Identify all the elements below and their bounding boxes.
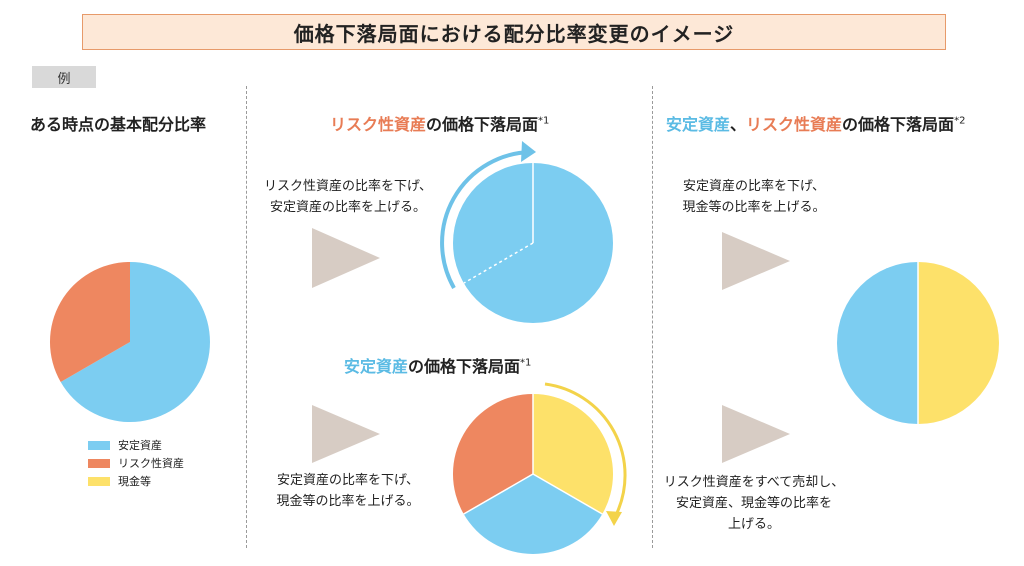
pie-slice-cash (918, 262, 999, 424)
desc-line: 上げる。 (727, 517, 780, 532)
heading-highlight: 安定資産 (344, 357, 409, 376)
desc-line: 安定資産、現金等の比率を (675, 496, 832, 511)
description-both-bottom: リスク性資産をすべて売却し、 安定資産、現金等の比率を 上げる。 (656, 472, 852, 535)
legend-label: 現金等 (118, 475, 151, 488)
column-divider-left (246, 86, 247, 548)
desc-line: 安定資産の比率を下げ、 (276, 473, 420, 488)
section-heading-both-decline: 安定資産、リスク性資産の価格下落局面*2 (666, 111, 965, 135)
legend-swatch (88, 440, 110, 450)
legend: 安定資産 リスク性資産 現金等 (88, 436, 184, 490)
footnote-mark: *2 (954, 115, 966, 127)
heading-separator: 、 (730, 115, 747, 134)
example-tag: 例 (32, 66, 96, 88)
desc-line: 現金等の比率を上げる。 (276, 494, 420, 509)
pie-slice-stable (837, 262, 918, 424)
heading-rest: の価格下落局面 (408, 357, 521, 376)
triangle-arrow-4 (722, 405, 790, 463)
footnote-mark: *1 (520, 357, 532, 369)
heading-highlight: リスク性資産 (746, 115, 843, 134)
legend-swatch (88, 476, 110, 486)
pie-boundary-line (463, 473, 534, 515)
triangle-arrow-1 (312, 228, 380, 288)
legend-swatch (88, 458, 110, 468)
desc-line: リスク性資産をすべて売却し、 (663, 475, 845, 490)
rotation-arrow-blue (440, 150, 531, 289)
section-heading-risk-decline: リスク性資産の価格下落局面*1 (330, 111, 549, 135)
heading-highlight: 安定資産 (666, 115, 731, 134)
heading-highlight: リスク性資産 (330, 115, 427, 134)
legend-item-risk: リスク性資産 (88, 454, 184, 472)
pie-slice-risk (452, 394, 533, 514)
desc-line: リスク性資産の比率を下げ、 (263, 179, 433, 194)
heading-rest: の価格下落局面 (842, 115, 955, 134)
desc-line: 安定資産の比率を下げ、 (682, 179, 826, 194)
page-title: 価格下落局面における配分比率変更のイメージ (293, 21, 735, 46)
description-both-top: 安定資産の比率を下げ、 現金等の比率を上げる。 (666, 176, 842, 218)
pie-dashed-boundary (463, 242, 534, 284)
column-divider-right (652, 86, 653, 548)
title-banner: 価格下落局面における配分比率変更のイメージ (82, 14, 946, 50)
triangle-arrow-2 (312, 405, 380, 463)
desc-line: 安定資産の比率を上げる。 (269, 200, 426, 215)
legend-item-cash: 現金等 (88, 472, 184, 490)
arrow-head-blue (521, 141, 536, 162)
pie-boundary-line (532, 473, 603, 515)
description-stable-decline: 安定資産の比率を下げ、 現金等の比率を上げる。 (258, 470, 438, 512)
pie-slice-stable (60, 262, 210, 422)
arrow-head-yellow (606, 511, 622, 526)
section-heading-base: ある時点の基本配分比率 (30, 115, 207, 134)
legend-label: 安定資産 (118, 439, 162, 452)
footnote-mark: *1 (538, 115, 550, 127)
section-heading-stable-decline: 安定資産の価格下落局面*1 (344, 353, 531, 377)
desc-line: 現金等の比率を上げる。 (682, 200, 826, 215)
legend-label: リスク性資産 (118, 457, 184, 470)
description-risk-decline: リスク性資産の比率を下げ、 安定資産の比率を上げる。 (254, 176, 442, 218)
triangle-arrow-3 (722, 232, 790, 290)
pie-slice-cash (533, 394, 614, 514)
rotation-arrow-yellow (544, 382, 627, 516)
legend-item-stable: 安定資産 (88, 436, 184, 454)
pie-slice-risk (49, 262, 130, 382)
heading-rest: の価格下落局面 (426, 115, 539, 134)
